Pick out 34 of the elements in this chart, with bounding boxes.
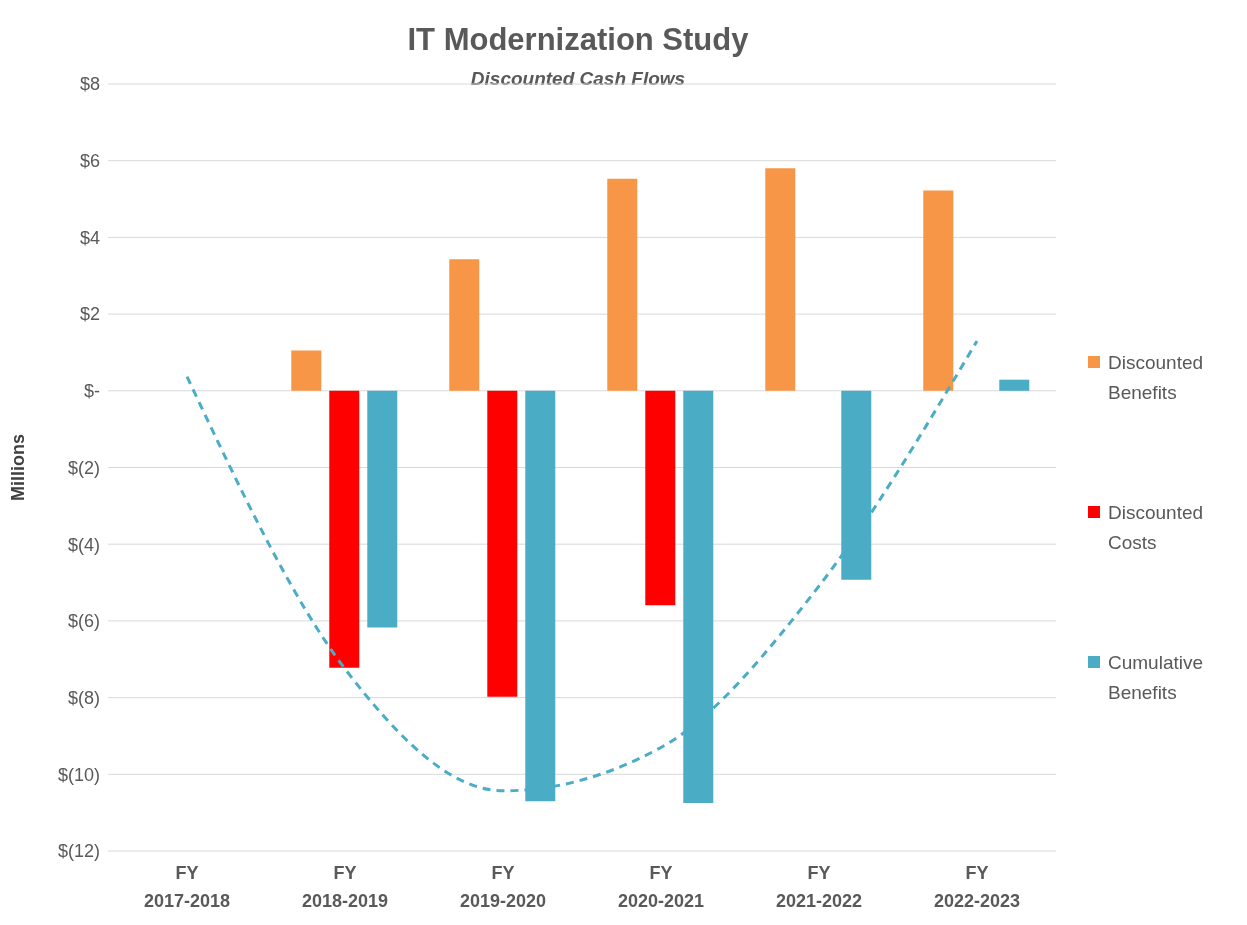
legend-label: Cumulative Benefits — [1108, 651, 1205, 705]
chart-subtitle: Discounted Cash Flows — [469, 68, 687, 90]
bar — [999, 379, 1030, 391]
bar — [607, 178, 638, 391]
y-axis-title: Millions — [8, 434, 29, 501]
y-tick-label: $(8) — [67, 687, 100, 708]
y-tick-label: $2 — [79, 304, 100, 325]
bar — [841, 390, 872, 580]
legend-label: Discounted Benefits — [1108, 351, 1205, 405]
bar — [487, 390, 518, 697]
bar — [329, 390, 360, 668]
chart-title: IT Modernization Study — [406, 22, 750, 58]
bar — [367, 390, 398, 628]
y-tick-label: $(10) — [57, 764, 100, 785]
x-tick-label: FY 2022-2023 — [933, 863, 1021, 911]
x-tick-label: FY 2020-2021 — [617, 863, 705, 911]
y-tick-label: $(12) — [57, 841, 100, 862]
bar — [291, 350, 322, 391]
y-tick-label: $4 — [79, 227, 100, 248]
x-tick-label: FY 2019-2020 — [459, 863, 547, 911]
x-tick-label: FY 2021-2022 — [775, 863, 863, 911]
bar — [923, 190, 954, 391]
bar — [449, 259, 480, 391]
legend-label: Discounted Costs — [1108, 501, 1205, 555]
y-tick-label: $(6) — [67, 611, 100, 632]
y-tick-label: $(4) — [67, 534, 100, 555]
y-tick-label: $(2) — [67, 457, 100, 478]
x-tick-label: FY 2018-2019 — [301, 863, 389, 911]
x-tick-label: FY 2017-2018 — [143, 863, 231, 911]
y-tick-label: $- — [83, 381, 100, 402]
y-tick-label: $6 — [79, 151, 100, 172]
bar — [645, 390, 676, 606]
bar — [765, 168, 796, 391]
y-tick-label: $8 — [79, 74, 100, 95]
